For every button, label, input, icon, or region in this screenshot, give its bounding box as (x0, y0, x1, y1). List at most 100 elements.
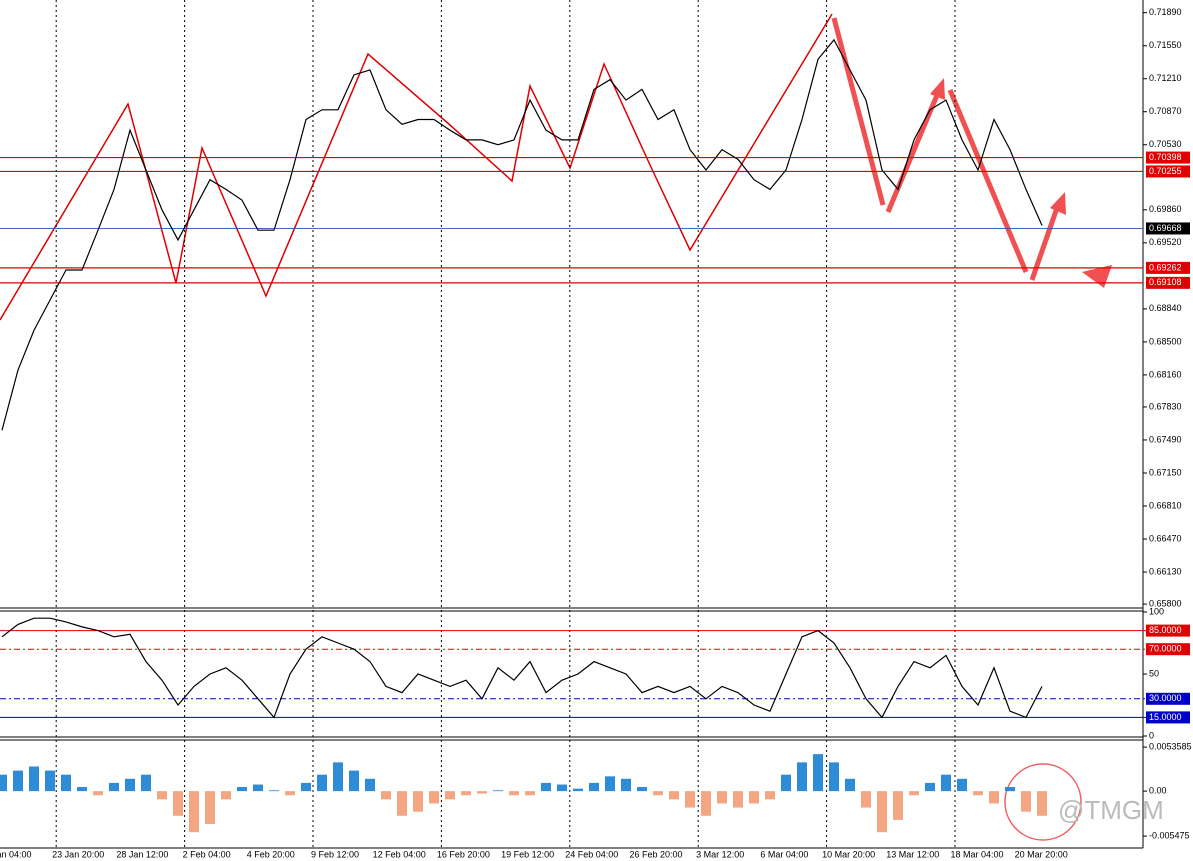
histogram-bar (429, 791, 439, 804)
y-tick-label: 0.70530 (1149, 139, 1182, 149)
histogram-bar (749, 791, 759, 804)
histogram-bar (829, 762, 839, 792)
y-tick-label: 0 (1149, 730, 1154, 740)
y-tick-label: 0.68500 (1149, 336, 1182, 346)
histogram-bar (557, 784, 567, 792)
histogram-bar (573, 788, 583, 792)
histogram-bar (397, 791, 407, 816)
x-tick-label: 6 Mar 04:00 (760, 849, 808, 859)
y-tick-label: 0.0053585 (1149, 741, 1192, 751)
x-tick-label: 26 Feb 20:00 (629, 849, 682, 859)
price-tag-label: 0.70398 (1149, 152, 1182, 162)
histogram-bar (29, 766, 39, 792)
price-tag (1146, 222, 1190, 235)
frames (0, 0, 1144, 849)
histogram-bar (877, 791, 887, 833)
price-tag (1146, 276, 1190, 289)
histogram-bar (13, 770, 23, 792)
histogram-bar (701, 791, 711, 816)
histogram-bar (365, 778, 375, 792)
y-tick-label: 85.0000 (1149, 625, 1182, 635)
histogram-bar (285, 791, 295, 796)
y-tick-label: 0.70870 (1149, 106, 1182, 116)
y-tick-label: 0.71890 (1149, 7, 1182, 17)
price-tag-label: 0.70255 (1149, 166, 1182, 176)
histogram-bar (653, 791, 663, 796)
histogram-bar (733, 791, 743, 808)
histogram-bar (125, 778, 135, 792)
x-tick-label: 23 Jan 20:00 (52, 849, 104, 859)
histogram-bar (461, 791, 471, 796)
histogram-bar (477, 791, 487, 794)
histogram-bar (717, 791, 727, 804)
x-tick-label: 20 Mar 20:00 (1015, 849, 1068, 859)
histogram-bar (541, 782, 551, 792)
level-tag (1146, 643, 1190, 656)
y-tick-label: 0.67150 (1149, 467, 1182, 477)
x-tick-label: 28 Jan 12:00 (116, 849, 168, 859)
x-tick-label: 24 Feb 04:00 (565, 849, 618, 859)
y-tick-label: 0.00 (1149, 785, 1167, 795)
price-tag-label: 0.69668 (1149, 223, 1182, 233)
x-tick-label: 18 Mar 04:00 (950, 849, 1003, 859)
histogram-bar (45, 770, 55, 792)
x-tick-label: 16 Feb 20:00 (437, 849, 490, 859)
histogram-bar (605, 776, 615, 792)
x-tick-label: 10 Mar 20:00 (822, 849, 875, 859)
histogram-bar (109, 782, 119, 792)
histogram-bar (845, 778, 855, 792)
histogram-bar (413, 791, 423, 812)
histogram-bar (93, 791, 103, 796)
histogram-bar (1021, 791, 1031, 812)
histogram-bar (1005, 787, 1015, 792)
x-tick-label: 9 Feb 12:00 (311, 849, 359, 859)
histogram-bar (221, 791, 231, 800)
histogram-bar (349, 770, 359, 792)
y-tick-label: 0.66470 (1149, 533, 1182, 543)
y-tick-label: 0.69860 (1149, 204, 1182, 214)
y-tick-label: 70.0000 (1149, 644, 1182, 654)
histogram-bar (765, 791, 775, 800)
y-tick-label: 0.69520 (1149, 237, 1182, 247)
x-tick-label: 4 Feb 20:00 (247, 849, 295, 859)
histogram-bar (141, 774, 151, 792)
histogram-bar (989, 791, 999, 804)
y-tick-label: 0.71550 (1149, 40, 1182, 50)
price-tag-label: 0.69262 (1149, 262, 1182, 272)
histogram-bar (669, 791, 679, 800)
price-tag (1146, 261, 1190, 274)
y-tick-label: 30.0000 (1149, 693, 1182, 703)
zigzag (0, 13, 833, 321)
y-tick-label: 50 (1149, 668, 1159, 678)
histogram-bar (237, 787, 247, 792)
histogram-bar (1037, 791, 1047, 816)
y-tick-label: 0.68840 (1149, 303, 1182, 313)
histogram-bar (637, 787, 647, 792)
x-tick-label: an 04:00 (0, 849, 32, 859)
y-tick-label: -0.005475 (1149, 830, 1190, 840)
level-tag (1146, 711, 1190, 724)
histogram-bar (525, 791, 535, 796)
histogram-bar (157, 791, 167, 800)
histogram-bar (317, 774, 327, 792)
x-tick-label: 12 Feb 04:00 (373, 849, 426, 859)
histogram-bar (957, 778, 967, 792)
price-line (1, 617, 1043, 719)
histogram-bar (205, 791, 215, 824)
histogram-bar (861, 791, 871, 808)
histogram-bar (509, 791, 519, 796)
histogram-bar (445, 791, 455, 800)
price-tag (1146, 151, 1190, 164)
histogram-bar (589, 782, 599, 792)
histogram-bar (621, 778, 631, 792)
watermark: @TMGM (1058, 795, 1164, 825)
y-tick-label: 0.66810 (1149, 500, 1182, 510)
histogram-bar (781, 774, 791, 792)
y-tick-label: 0.68160 (1149, 369, 1182, 379)
highlight-circle (1004, 763, 1082, 841)
x-tick-label: 2 Feb 04:00 (183, 849, 231, 859)
x-tick-label: 3 Mar 12:00 (696, 849, 744, 859)
y-tick-label: 0.66130 (1149, 566, 1182, 576)
